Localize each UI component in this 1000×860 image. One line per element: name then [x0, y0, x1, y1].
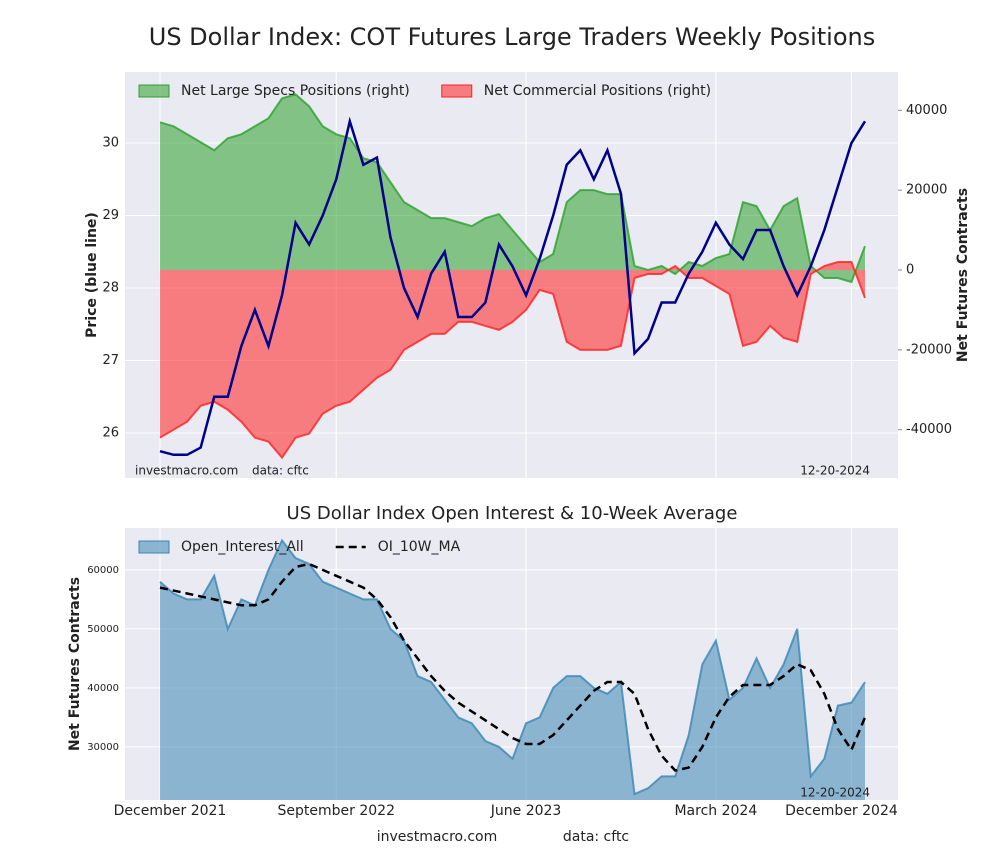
- area-fill: [160, 94, 865, 282]
- y-axis-label: Net Futures Contracts: [67, 577, 83, 751]
- y-tick-label: 28: [102, 281, 119, 296]
- chart-title: US Dollar Index Open Interest & 10-Week …: [287, 503, 738, 524]
- legend-swatch: [138, 84, 170, 98]
- x-tick-label: December 2024: [785, 803, 898, 819]
- x-tick-label: June 2023: [490, 803, 562, 819]
- area-edge: [159, 538, 866, 796]
- annotation: 12-20-2024: [800, 786, 870, 800]
- y-tick-label: 27: [102, 353, 119, 368]
- y-tick-label: 26: [102, 426, 119, 441]
- annotation: data: cftc: [252, 464, 309, 478]
- area-edge: [159, 93, 866, 284]
- area-edge: [159, 261, 866, 460]
- area-fill: [160, 262, 865, 458]
- price-line: [159, 116, 867, 457]
- y-tick-label: 30000: [87, 742, 119, 753]
- legend-swatch: [441, 84, 473, 98]
- x-tick-label: March 2024: [674, 803, 757, 819]
- y2-axis-label: Net Futures Contracts: [955, 188, 971, 362]
- x-tick-label: December 2021: [114, 803, 227, 819]
- chart-title: US Dollar Index: COT Futures Large Trade…: [149, 23, 875, 51]
- legend-swatch: [138, 540, 170, 554]
- legend-label: Net Large Specs Positions (right): [181, 83, 410, 99]
- y2-tick-label: 20000: [906, 183, 947, 198]
- footer-source: data: cftc: [563, 829, 629, 845]
- annotation: investmacro.com: [135, 464, 238, 478]
- ma-line: [159, 562, 867, 772]
- legend-label: Open_Interest_All: [181, 539, 304, 555]
- legend-label: OI_10W_MA: [378, 539, 461, 555]
- y-tick-label: 29: [102, 208, 119, 223]
- y-tick-label: 40000: [87, 683, 119, 694]
- y2-tick-label: -20000: [906, 342, 952, 357]
- footer-site: investmacro.com: [377, 829, 497, 845]
- x-tick-label: September 2022: [278, 803, 395, 819]
- legend-label: Net Commercial Positions (right): [484, 83, 711, 99]
- y2-tick-label: 40000: [906, 103, 947, 118]
- y2-tick-label: 0: [906, 263, 914, 278]
- y2-tick-label: -40000: [906, 422, 952, 437]
- y-tick-label: 30: [102, 136, 119, 151]
- y-tick-label: 50000: [87, 624, 119, 635]
- y-axis-label: Price (blue line): [84, 212, 100, 338]
- y-tick-label: 60000: [87, 565, 119, 576]
- annotation: 12-20-2024: [800, 464, 870, 478]
